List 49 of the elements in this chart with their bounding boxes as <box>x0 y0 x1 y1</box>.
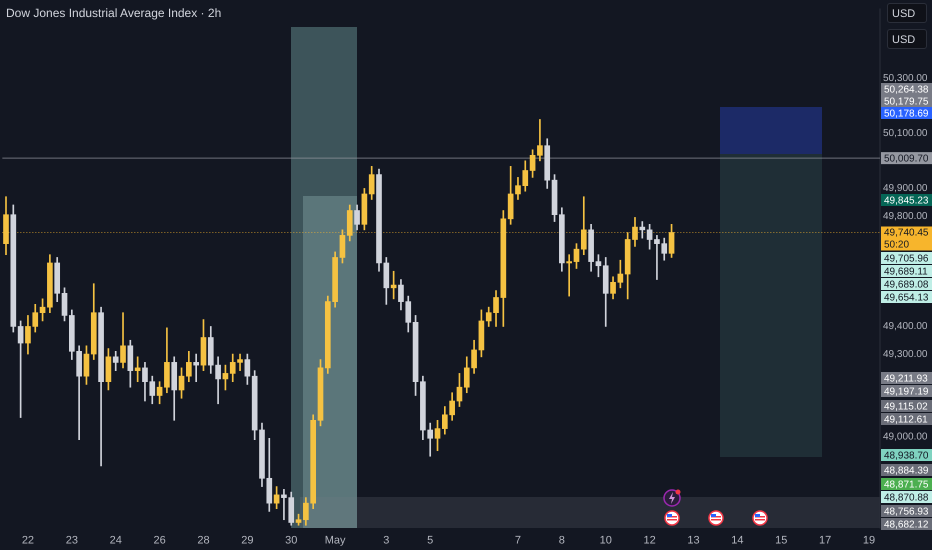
text: 48,871.75 <box>884 479 929 490</box>
x-tick-label: 23 <box>66 534 78 547</box>
x-tick-label: 22 <box>22 534 34 547</box>
y-tick-label: 49,000.00 <box>883 432 928 443</box>
x-tick-label: 15 <box>775 534 788 547</box>
y-tick-label: 49,800.00 <box>883 210 928 222</box>
x-tick-label: 3 <box>383 534 390 547</box>
text: 49,845.23 <box>884 195 929 206</box>
x-tick-label: 14 <box>731 534 744 547</box>
text: USD <box>887 29 927 49</box>
text: 49,705.96 <box>884 253 929 264</box>
chart-title: Dow Jones Industrial Average Index · 2h <box>6 6 222 20</box>
ref-line-label: 49,740.45 50:20 <box>884 228 929 251</box>
text: 49,115.02 <box>884 401 928 412</box>
x-tick-label: May <box>324 534 346 547</box>
text: 50,264.38 <box>884 84 929 96</box>
x-tick-label: 24 <box>110 534 122 547</box>
text: 48,938.70 <box>884 450 929 462</box>
text: 49,197.19 <box>884 386 929 398</box>
x-tick-label: 17 <box>819 534 832 547</box>
text: 48,682.12 <box>884 519 929 530</box>
text: 49,654.13 <box>884 292 929 304</box>
y-tick-label: 50,100.00 <box>883 128 928 139</box>
x-tick-label: 29 <box>241 534 254 547</box>
text: 48,756.93 <box>884 506 929 518</box>
x-tick-label: 7 <box>514 534 522 547</box>
y-tick-label: 50,300.00 <box>883 72 928 84</box>
text: 48,884.39 <box>884 465 929 476</box>
text: 49,689.08 <box>884 279 929 290</box>
x-tick-label: 30 <box>285 534 298 547</box>
y-tick-label: 49,900.00 <box>883 183 928 194</box>
x-tick-label: 8 <box>558 534 565 547</box>
x-tick-label: 5 <box>427 534 434 547</box>
text: 48,870.88 <box>884 492 929 504</box>
ref-line-label: 50,009.70 <box>884 153 929 164</box>
text: 49,112.61 <box>884 414 928 426</box>
x-tick-label: 26 <box>153 534 166 547</box>
y-tick-label: 49,400.00 <box>883 321 928 332</box>
x-tick-label: 28 <box>197 534 210 547</box>
text: 49,211.93 <box>884 373 928 384</box>
text: 50,179.75 <box>884 96 929 108</box>
x-tick-label: 19 <box>862 534 876 547</box>
x-tick-label: 13 <box>687 534 700 547</box>
y-tick-label: 49,300.00 <box>883 348 928 360</box>
text: 50,178.69 <box>884 108 929 120</box>
x-tick-label: 12 <box>643 534 656 547</box>
x-tick-label: 10 <box>600 534 612 547</box>
text: 49,689.11 <box>884 266 928 278</box>
text: USD <box>887 3 927 23</box>
